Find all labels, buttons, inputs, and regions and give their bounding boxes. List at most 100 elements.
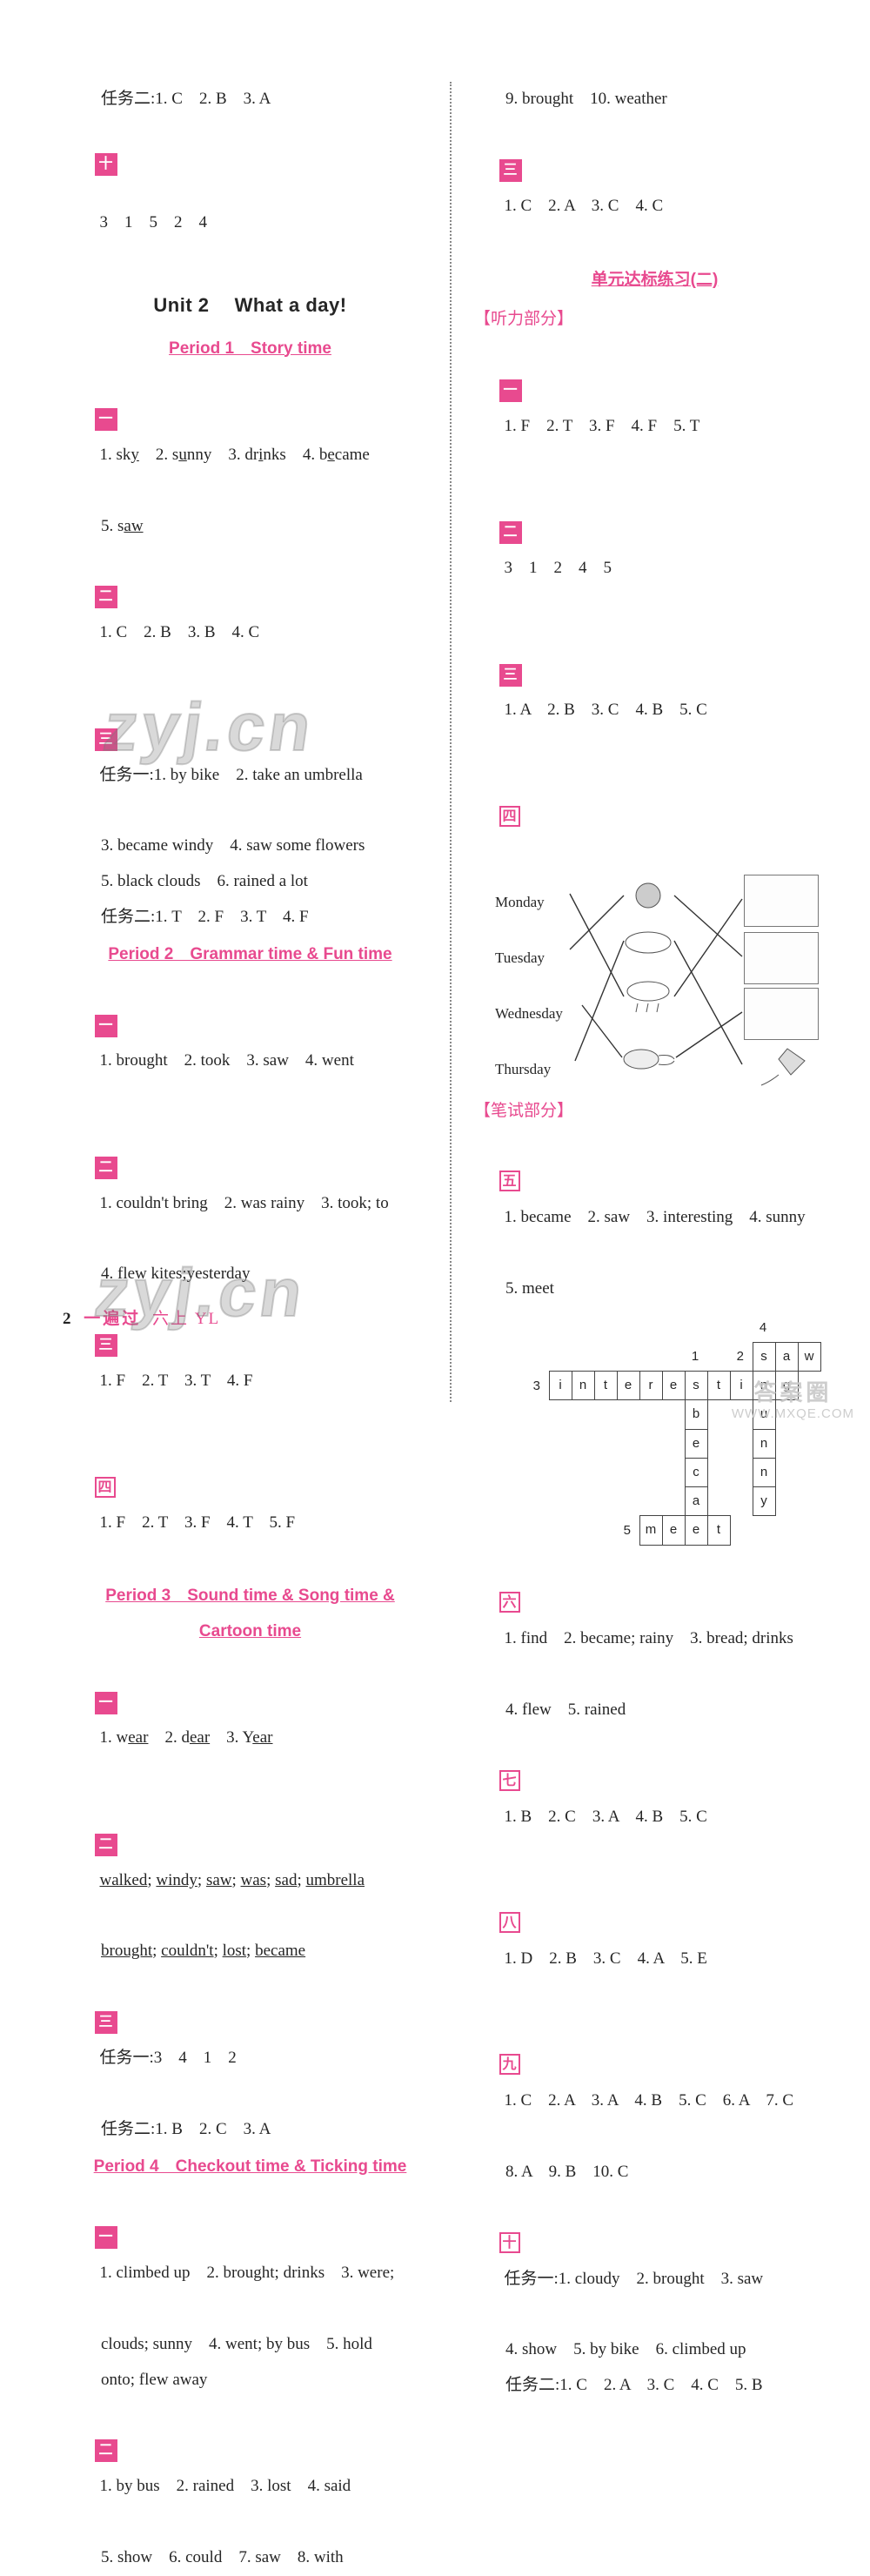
row: 三 1. C 2. A 3. C 4. C	[474, 117, 835, 259]
row: 一 1. F 2. T 3. F 4. F 5. T	[474, 338, 835, 480]
text: 5. black clouds 6. rained a lot	[70, 864, 431, 900]
text: 任务二:1. B 2. C 3. A	[70, 2112, 431, 2148]
badge-one: 一	[95, 1015, 117, 1037]
text: onto; flew away	[70, 2363, 431, 2398]
matching-diagram: Monday Tuesday Wednesday Thursday	[492, 875, 835, 1092]
text: 9. brought 10. weather	[474, 82, 835, 117]
row: 八 1. D 2. B 3. C 4. A 5. E	[474, 1870, 835, 2012]
text: 1. sky 2. sunny 3. drinks 4. became	[100, 446, 370, 464]
text: 任务二:1. C 2. A 3. C 4. C 5. B	[474, 2368, 835, 2404]
row: 一 1. climbed up 2. brought; drinks 3. we…	[70, 2184, 431, 2326]
row: 二 1. by bus 2. rained 3. lost 4. said	[70, 2398, 431, 2539]
text: 1. brought 2. took 3. saw 4. went	[100, 1051, 354, 1070]
page: 任务二:1. C 2. B 3. A 十一 3 1 5 2 4 Unit 2 W…	[0, 0, 870, 1437]
text: 任务一:1. cloudy 2. brought 3. saw	[505, 2270, 764, 2288]
badge-eight: 八	[499, 1912, 520, 1933]
row: 一 1. sky 2. sunny 3. drinks 4. became	[70, 366, 431, 508]
corner-title: 答案圈	[732, 1380, 854, 1406]
text: walked; windy; saw; was; sad; umbrella	[100, 1871, 365, 1889]
badge-three: 三	[499, 159, 522, 182]
text: 4. flew 5. rained	[474, 1693, 835, 1728]
row: 十 任务一:1. cloudy 2. brought 3. saw	[474, 2190, 835, 2332]
text: 1. A 2. B 3. C 4. B 5. C	[505, 701, 707, 719]
text: 1. find 2. became; rainy 3. bread; drink…	[505, 1629, 793, 1647]
text: 1. F 2. T 3. F 4. F 5. T	[505, 417, 700, 435]
row: 三 任务一:3 4 1 2	[70, 1969, 431, 2111]
badge-six: 六	[499, 1592, 520, 1613]
badge-one: 一	[499, 379, 522, 402]
text: 任务二:1. T 2. F 3. T 4. F	[70, 900, 431, 936]
text: 1. by bus 2. rained 3. lost 4. said	[100, 2477, 351, 2495]
row: 三 1. A 2. B 3. C 4. B 5. C	[474, 622, 835, 764]
text: 3 1 2 4 5	[505, 559, 612, 577]
text: 1. wear 2. dear 3. Year	[100, 1728, 273, 1747]
unit-test-title: 单元达标练习(二)	[592, 271, 719, 289]
text: 5. meet	[474, 1271, 835, 1307]
badge-three: 三	[499, 664, 522, 687]
period-1-title: Period 1 Story time	[169, 339, 331, 358]
text: 5. show 6. could 7. saw 8. with	[70, 2540, 431, 2576]
page-number: 2	[63, 1310, 71, 1328]
text: 任务一:3 4 1 2	[100, 2049, 237, 2067]
text: 4. show 5. by bike 6. climbed up	[474, 2332, 835, 2368]
badge-two: 二	[95, 1157, 117, 1179]
row: 一 1. brought 2. took 3. saw 4. went	[70, 973, 431, 1115]
badge-two: 二	[95, 586, 117, 608]
row: 六 1. find 2. became; rainy 3. bread; dri…	[474, 1551, 835, 1693]
row: 二 1. C 2. B 3. B 4. C	[70, 545, 431, 687]
badge-two: 二	[499, 521, 522, 544]
column-divider	[450, 82, 452, 1402]
badge-three: 三	[95, 1334, 117, 1357]
text: 5. saw	[70, 509, 431, 545]
badge-four: 四	[95, 1477, 116, 1498]
brand: 一遍过	[84, 1310, 141, 1328]
row: 四 1. F 2. T 3. F 4. T 5. F	[70, 1435, 431, 1577]
crossword: 4 12saw 3interesting bu en cn ay 5meet	[526, 1314, 835, 1546]
text: 1. couldn't bring 2. was rainy 3. took; …	[100, 1194, 389, 1212]
text: 3. became windy 4. saw some flowers	[70, 828, 431, 864]
row: 二 3 1 2 4 5	[474, 480, 835, 621]
text: 1. D 2. B 3. C 4. A 5. E	[505, 1949, 707, 1968]
text: 1. became 2. saw 3. interesting 4. sunny	[505, 1208, 806, 1226]
text: 8. A 9. B 10. C	[474, 2155, 835, 2190]
badge-ten: 十	[499, 2232, 520, 2253]
badge-one: 一	[95, 2226, 117, 2249]
period-2-title: Period 2 Grammar time & Fun time	[108, 945, 392, 963]
badge-one: 一	[95, 408, 117, 431]
row: 九 1. C 2. A 3. A 4. B 5. C 6. A 7. C	[474, 2013, 835, 2155]
row: 一 1. wear 2. dear 3. Year	[70, 1650, 431, 1792]
row: 十一 3 1 5 2 4	[70, 117, 431, 276]
text: 1. B 2. C 3. A 4. B 5. C	[505, 1808, 707, 1826]
text: 1. C 2. A 3. C 4. C	[505, 197, 664, 215]
badge-eleven: 十一	[95, 153, 117, 176]
row: 二 1. couldn't bring 2. was rainy 3. took…	[70, 1115, 431, 1257]
corner-url: WWW.MXQE.COM	[732, 1406, 854, 1421]
left-column: 任务二:1. C 2. B 3. A 十一 3 1 5 2 4 Unit 2 W…	[35, 82, 445, 1402]
badge-one: 一	[95, 1692, 117, 1714]
text: 1. F 2. T 3. T 4. F	[100, 1372, 253, 1390]
period-3-title-a: Period 3 Sound time & Song time &	[105, 1587, 395, 1605]
row: 三 任务一:1. by bike 2. take an umbrella	[70, 687, 431, 828]
badge-five: 五	[499, 1171, 520, 1191]
text: 1. F 2. T 3. F 4. T 5. F	[100, 1513, 296, 1532]
right-column: 9. brought 10. weather 三 1. C 2. A 3. C …	[457, 82, 835, 1402]
badge-three: 三	[95, 2011, 117, 2034]
text: 1. climbed up 2. brought; drinks 3. were…	[100, 2264, 395, 2282]
unit-title: Unit 2 What a day!	[70, 285, 431, 325]
period-3-title-b: Cartoon time	[199, 1622, 301, 1640]
badge-two: 二	[95, 1834, 117, 1856]
writing-label: 【笔试部分】	[474, 1094, 835, 1130]
badge-nine: 九	[499, 2054, 520, 2075]
corner-badge: 答案圈 WWW.MXQE.COM	[732, 1380, 854, 1421]
row: 七 1. B 2. C 3. A 4. B 5. C	[474, 1728, 835, 1870]
footer: 2 一遍过 六上 YL	[63, 1305, 220, 1329]
crossword-grid: 4 12saw 3interesting bu en cn ay 5meet	[526, 1314, 821, 1546]
badge-four: 四	[499, 806, 520, 827]
match-lines	[492, 875, 835, 1092]
text: clouds; sunny 4. went; by bus 5. hold	[70, 2327, 431, 2363]
text: 4. flew kites;yesterday	[70, 1257, 431, 1292]
text: 1. C 2. A 3. A 4. B 5. C 6. A 7. C	[505, 2091, 794, 2110]
text: 任务一:1. by bike 2. take an umbrella	[100, 766, 363, 784]
listening-label: 【听力部分】	[474, 302, 835, 338]
text: brought; couldn't; lost; became	[70, 1934, 431, 1969]
